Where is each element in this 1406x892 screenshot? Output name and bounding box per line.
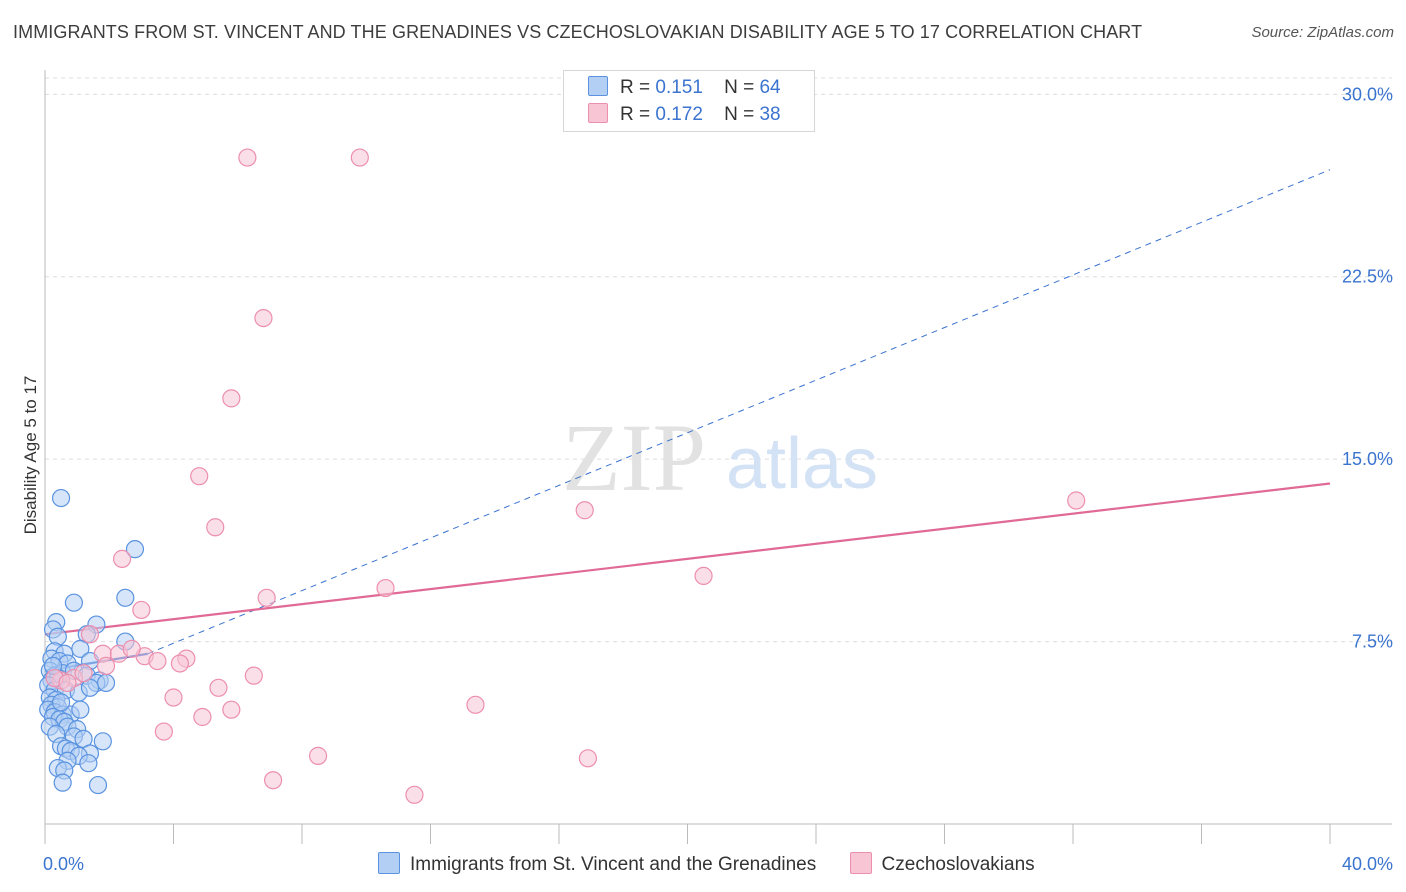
immigrants-point [51,693,71,712]
immigrants-point [88,775,108,795]
x-tick-label: 40.0% [1342,854,1393,874]
legend-n-label: N = [724,104,755,125]
watermark-atlas: atlas [726,424,878,504]
czechoslovakian-point [164,688,183,707]
legend-swatch-czechoslovakians [849,852,872,874]
legend-item-czechoslovakians: Czechoslovakians [849,852,1035,876]
immigrants-point [125,540,145,559]
czechoslovakian-point [466,695,485,714]
y-tick-label: 15.0% [1342,449,1393,469]
immigrants-point [79,754,98,773]
legend-n-value-pink: 38 [759,104,781,125]
czechoslovakian-point [132,600,151,620]
immigrants-point [93,732,112,751]
czechoslovakian-point [209,678,228,697]
czechoslovakian-point [154,722,173,741]
czechoslovakian-point [222,389,241,408]
czechoslovakian-point [308,746,328,765]
czechoslovakian-point [376,578,395,598]
legend-row-blue: R = 0.151 N = 64 [588,76,781,98]
y-axis-label: Disability Age 5 to 17 [21,375,40,535]
czechoslovakian-point [96,656,116,676]
immigrants-point [53,773,72,792]
watermark-zip: ZIP [562,404,706,511]
czechoslovakian-point [206,518,225,537]
immigrants-point [64,593,84,612]
chart-title: IMMIGRANTS FROM ST. VINCENT AND THE GREN… [13,22,1143,42]
czechoslovakian-point [263,771,283,790]
czechoslovakian-point [74,664,93,683]
czechoslovakian-point [122,639,141,658]
legend-n-label: N = [724,77,755,98]
immigrants-point [51,488,71,508]
legend-swatch-immigrants [378,852,400,874]
czechoslovakian-point [244,666,263,685]
czechoslovakian-point [238,148,257,167]
czechoslovakian-point [222,700,241,719]
y-tick-label: 7.5% [1352,632,1393,652]
legend-r-value-pink: 0.172 [655,104,703,125]
legend-r-label: R = [620,77,651,98]
immigrants-point [71,700,90,719]
czechoslovakian-trend-line [44,482,1331,636]
czechoslovakian-point [58,673,77,693]
immigrants-point [96,673,116,693]
legend-r-label: R = [620,104,651,125]
czechoslovakian-point [190,467,209,486]
czechoslovakian-point [80,625,100,644]
czechoslovakian-point [350,148,369,167]
axis-layer [44,70,1392,844]
source-label: Source: ZipAtlas.com [1251,24,1394,41]
immigrants-trend-dashed [147,169,1331,655]
legend-swatch-pink [588,103,608,123]
x-tick-label: 0.0% [43,854,84,874]
czechoslovakian-point [193,707,212,727]
series-legend: Immigrants from St. Vincent and the Gren… [378,852,1063,876]
y-tick-label: 22.5% [1342,267,1393,287]
tick-label-layer: 7.5% 15.0% 22.5% 30.0% 0.0% 40.0% [43,84,1393,874]
stats-legend: R = 0.151 N = 64 R = 0.172 N = 38 [563,70,815,132]
watermark: ZIP atlas [562,404,878,511]
legend-n-value-blue: 64 [759,77,781,98]
czechoslovakian-point [148,651,167,671]
czechoslovakian-point [694,566,713,586]
legend-r-value-blue: 0.151 [655,77,703,98]
czechoslovakian-point [257,588,276,607]
y-tick-label: 30.0% [1342,84,1393,104]
czechoslovakian-point [254,308,273,328]
legend-item-immigrants: Immigrants from St. Vincent and the Gren… [378,852,816,876]
points-layer [39,148,1086,804]
czechoslovakian-point [578,749,598,768]
czechoslovakian-point [575,501,594,520]
immigrants-point [116,588,135,607]
czechoslovakian-point [170,654,190,673]
legend-label-immigrants: Immigrants from St. Vincent and the Gren… [410,854,817,875]
legend-swatch-blue [588,76,608,96]
czechoslovakian-point [405,785,424,804]
czechoslovakian-point [1067,491,1086,510]
czechoslovakian-point [112,549,132,568]
legend-row-pink: R = 0.172 N = 38 [588,103,781,125]
legend-label-czechoslovakians: Czechoslovakians [881,854,1035,875]
